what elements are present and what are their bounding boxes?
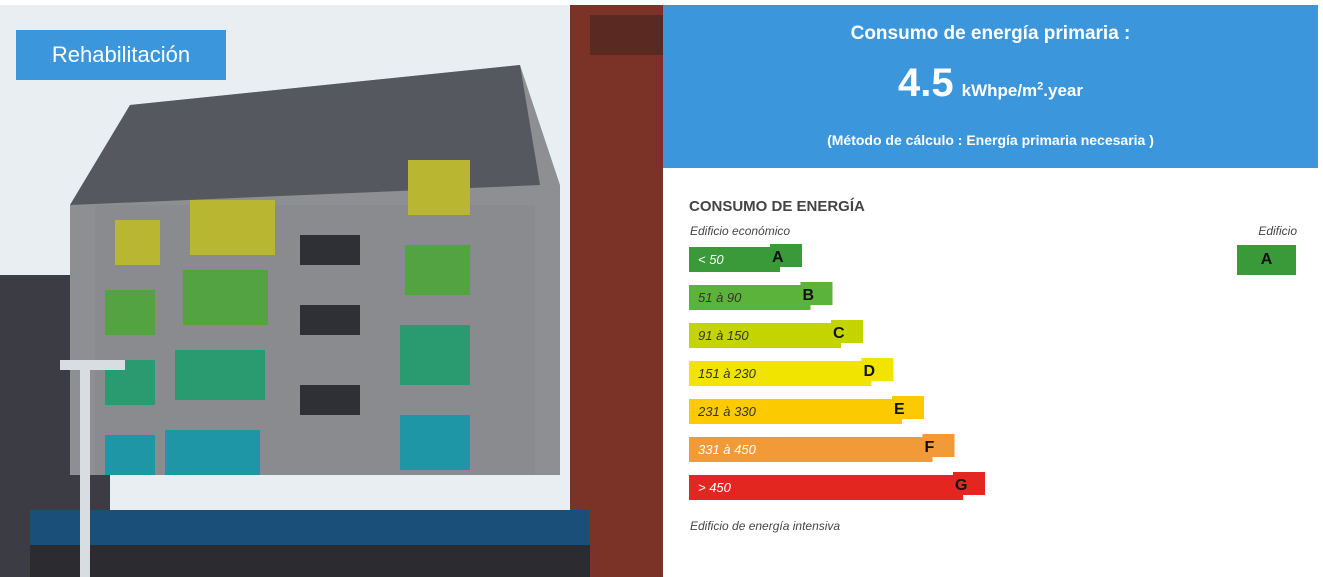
class-letter: A <box>772 249 784 266</box>
page: Rehabilitación Consumo de energía primar… <box>0 0 1323 577</box>
energy-scale: CONSUMO DE ENERGÍA Edificio económico Ed… <box>663 168 1318 577</box>
class-range: 231 à 330 <box>697 404 757 419</box>
class-letter: C <box>833 325 845 342</box>
class-range: 151 à 230 <box>698 366 757 381</box>
class-letter: E <box>894 401 905 418</box>
bottom-label: Edificio de energía intensiva <box>690 519 840 533</box>
scale-bars: < 50 A 51 à 90 B 91 à 150 C 151 à 230 D 231 à 33… <box>663 168 1318 577</box>
unit-end: .year <box>1043 81 1083 100</box>
consumption-value: 4.5 <box>898 61 954 105</box>
method: (Método de cálculo : Energía primaria ne… <box>663 132 1318 148</box>
class-letter: D <box>864 363 876 380</box>
header-title: Consumo de energía primaria : <box>663 23 1318 45</box>
class-range: 91 à 150 <box>698 328 749 343</box>
class-letter: F <box>925 439 935 456</box>
class-range: < 50 <box>698 252 724 267</box>
building-class: A <box>1237 245 1296 275</box>
value-line: 4.5 kWhpe/m2.year <box>663 61 1318 106</box>
class-range: 331 à 450 <box>698 442 757 457</box>
class-range: 51 à 90 <box>698 290 742 305</box>
photo-label: Rehabilitación <box>16 30 226 80</box>
class-letter: G <box>955 477 967 494</box>
unit: kWhpe/m2.year <box>962 81 1083 100</box>
building-photo <box>0 5 663 577</box>
class-letter: B <box>803 287 815 304</box>
class-range: > 450 <box>698 480 732 495</box>
header: Consumo de energía primaria : 4.5 kWhpe/m… <box>663 5 1318 168</box>
unit-main: kWhpe/m <box>962 81 1038 100</box>
